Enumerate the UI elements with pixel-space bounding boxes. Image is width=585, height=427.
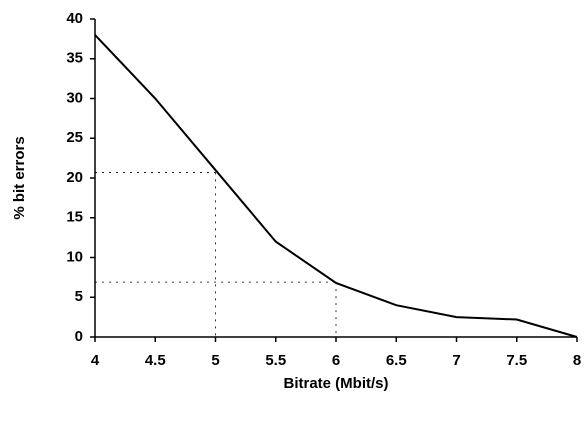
data-line	[94, 34, 578, 338]
x-tick-label: 6	[332, 352, 340, 369]
y-tick-label: 5	[75, 288, 83, 305]
x-tick-label: 6.5	[386, 352, 407, 369]
y-tick-label: 35	[66, 50, 83, 67]
x-tick-label: 5.5	[265, 352, 286, 369]
x-tick-label: 4.5	[145, 352, 166, 369]
x-tick-label: 7	[452, 352, 460, 369]
y-tick-label: 40	[66, 10, 83, 27]
y-tick-label: 0	[75, 328, 83, 345]
x-tick-label: 7.5	[506, 352, 527, 369]
y-tick-label: 25	[66, 129, 83, 146]
x-tick-label: 5	[211, 352, 219, 369]
y-tick-label: 30	[66, 89, 83, 106]
x-tick-label: 8	[573, 352, 581, 369]
y-axis-title: % bit errors	[11, 136, 28, 219]
y-tick-label: 10	[66, 248, 83, 265]
x-tick-label: 4	[91, 352, 100, 369]
y-tick-label: 20	[66, 169, 83, 186]
x-axis-title: Bitrate (Mbit/s)	[284, 375, 389, 392]
y-tick-label: 15	[66, 209, 83, 226]
